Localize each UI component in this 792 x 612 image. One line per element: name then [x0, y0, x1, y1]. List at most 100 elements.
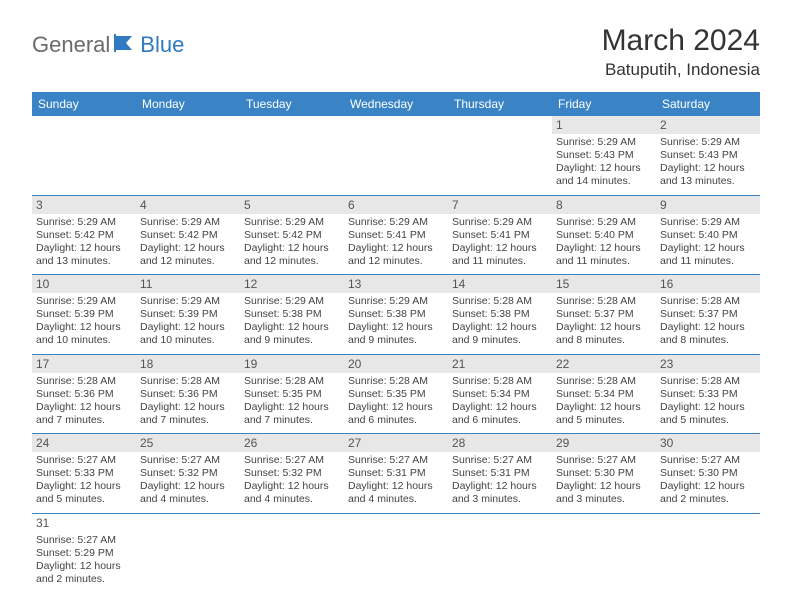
calendar-cell: 10Sunrise: 5:29 AMSunset: 5:39 PMDayligh… — [32, 275, 136, 355]
calendar-cell: 19Sunrise: 5:28 AMSunset: 5:35 PMDayligh… — [240, 354, 344, 434]
calendar-cell: 28Sunrise: 5:27 AMSunset: 5:31 PMDayligh… — [448, 434, 552, 514]
calendar-cell: 2 Sunrise: 5:29 AMSunset: 5:43 PMDaylight… — [656, 116, 760, 195]
day-details: Sunrise: 5:29 AMSunset: 5:42 PMDaylight:… — [36, 216, 132, 269]
calendar-row: 24 Sunrise: 5:27 AMSunset: 5:33 PMDayligh… — [32, 434, 760, 514]
calendar-table: SundayMondayTuesdayWednesdayThursdayFrid… — [32, 92, 760, 592]
day-details: Sunrise: 5:27 AMSunset: 5:32 PMDaylight:… — [244, 454, 340, 507]
day-number: 20 — [344, 355, 448, 373]
flag-icon — [114, 34, 136, 57]
dayname-tuesday: Tuesday — [240, 92, 344, 116]
day-details: Sunrise: 5:29 AMSunset: 5:38 PMDaylight:… — [244, 295, 340, 348]
calendar-cell: 11 Sunrise: 5:29 AMSunset: 5:39 PMDayligh… — [136, 275, 240, 355]
calendar-cell: 1Sunrise: 5:29 AMSunset: 5:43 PMDaylight… — [552, 116, 656, 195]
calendar-cell: 15 Sunrise: 5:28 AMSunset: 5:37 PMDayligh… — [552, 275, 656, 355]
calendar-cell-empty — [448, 513, 552, 592]
calendar-cell: 22 Sunrise: 5:28 AMSunset: 5:34 PMDayligh… — [552, 354, 656, 434]
day-number: 29 — [552, 434, 656, 452]
day-number: 18 — [136, 355, 240, 373]
calendar-cell-empty — [656, 513, 760, 592]
title-block: March 2024 Batuputih, Indonesia — [602, 24, 760, 80]
calendar-cell-empty — [344, 116, 448, 195]
dayname-friday: Friday — [552, 92, 656, 116]
calendar-cell-empty — [136, 513, 240, 592]
day-number: 13 — [344, 275, 448, 293]
calendar-row: 17Sunrise: 5:28 AMSunset: 5:36 PMDayligh… — [32, 354, 760, 434]
day-number: 9 — [656, 196, 760, 214]
calendar-cell-empty — [32, 116, 136, 195]
dayname-monday: Monday — [136, 92, 240, 116]
calendar-cell-empty — [448, 116, 552, 195]
calendar-cell: 17 Sunrise: 5:28 AMSunset: 5:36 PMDayligh… — [32, 354, 136, 434]
day-number: 5 — [240, 196, 344, 214]
logo-text-blue: Blue — [140, 32, 184, 58]
day-details: Sunrise: 5:27 AMSunset: 5:31 PMDaylight:… — [452, 454, 548, 507]
day-details: Sunrise: 5:27 AMSunset: 5:29 PMDaylight:… — [36, 534, 132, 587]
calendar-cell: 18 Sunrise: 5:28 AMSunset: 5:36 PMDayligh… — [136, 354, 240, 434]
day-details: Sunrise: 5:28 AMSunset: 5:36 PMDaylight:… — [140, 375, 236, 428]
day-details: Sunrise: 5:28 AMSunset: 5:37 PMDaylight:… — [660, 295, 756, 348]
calendar-cell: 9Sunrise: 5:29 AMSunset: 5:40 PMDaylight… — [656, 195, 760, 275]
day-details: Sunrise: 5:27 AMSunset: 5:31 PMDaylight:… — [348, 454, 444, 507]
calendar-cell: 21Sunrise: 5:28 AMSunset: 5:34 PMDayligh… — [448, 354, 552, 434]
day-details: Sunrise: 5:27 AMSunset: 5:32 PMDaylight:… — [140, 454, 236, 507]
calendar-row: 31 Sunrise: 5:27 AMSunset: 5:29 PMDayligh… — [32, 513, 760, 592]
day-details: Sunrise: 5:28 AMSunset: 5:33 PMDaylight:… — [660, 375, 756, 428]
calendar-cell-empty — [552, 513, 656, 592]
calendar-cell-empty — [344, 513, 448, 592]
calendar-cell: 23Sunrise: 5:28 AMSunset: 5:33 PMDayligh… — [656, 354, 760, 434]
calendar-cell: 13Sunrise: 5:29 AMSunset: 5:38 PMDayligh… — [344, 275, 448, 355]
day-details: Sunrise: 5:27 AMSunset: 5:33 PMDaylight:… — [36, 454, 132, 507]
header: General Blue March 2024 Batuputih, Indon… — [32, 24, 760, 80]
location-label: Batuputih, Indonesia — [602, 60, 760, 80]
day-details: Sunrise: 5:28 AMSunset: 5:34 PMDaylight:… — [556, 375, 652, 428]
calendar-cell: 12 Sunrise: 5:29 AMSunset: 5:38 PMDayligh… — [240, 275, 344, 355]
calendar-cell-empty — [136, 116, 240, 195]
calendar-cell: 25 Sunrise: 5:27 AMSunset: 5:32 PMDayligh… — [136, 434, 240, 514]
day-details: Sunrise: 5:28 AMSunset: 5:36 PMDaylight:… — [36, 375, 132, 428]
calendar-cell: 31 Sunrise: 5:27 AMSunset: 5:29 PMDayligh… — [32, 513, 136, 592]
day-number: 25 — [136, 434, 240, 452]
day-details: Sunrise: 5:29 AMSunset: 5:41 PMDaylight:… — [348, 216, 444, 269]
day-number: 17 — [32, 355, 136, 373]
calendar-cell: 27 Sunrise: 5:27 AMSunset: 5:31 PMDayligh… — [344, 434, 448, 514]
calendar-cell-empty — [240, 116, 344, 195]
calendar-cell: 4Sunrise: 5:29 AMSunset: 5:42 PMDaylight… — [136, 195, 240, 275]
logo-text-general: General — [32, 32, 110, 58]
day-number: 27 — [344, 434, 448, 452]
day-number: 31 — [32, 514, 136, 532]
day-number: 3 — [32, 196, 136, 214]
day-details: Sunrise: 5:27 AMSunset: 5:30 PMDaylight:… — [660, 454, 756, 507]
day-details: Sunrise: 5:29 AMSunset: 5:41 PMDaylight:… — [452, 216, 548, 269]
day-number: 6 — [344, 196, 448, 214]
day-number: 26 — [240, 434, 344, 452]
day-details: Sunrise: 5:29 AMSunset: 5:42 PMDaylight:… — [244, 216, 340, 269]
calendar-row: 1Sunrise: 5:29 AMSunset: 5:43 PMDaylight… — [32, 116, 760, 195]
day-number: 10 — [32, 275, 136, 293]
calendar-cell: 26 Sunrise: 5:27 AMSunset: 5:32 PMDayligh… — [240, 434, 344, 514]
day-number: 14 — [448, 275, 552, 293]
day-number: 7 — [448, 196, 552, 214]
day-details: Sunrise: 5:28 AMSunset: 5:37 PMDaylight:… — [556, 295, 652, 348]
calendar-row: 10Sunrise: 5:29 AMSunset: 5:39 PMDayligh… — [32, 275, 760, 355]
calendar-cell: 20 Sunrise: 5:28 AMSunset: 5:35 PMDayligh… — [344, 354, 448, 434]
day-number: 21 — [448, 355, 552, 373]
calendar-cell: 30 Sunrise: 5:27 AMSunset: 5:30 PMDayligh… — [656, 434, 760, 514]
logo: General Blue — [32, 32, 184, 58]
day-number: 15 — [552, 275, 656, 293]
day-number: 12 — [240, 275, 344, 293]
day-number: 24 — [32, 434, 136, 452]
day-number: 22 — [552, 355, 656, 373]
day-number: 11 — [136, 275, 240, 293]
day-details: Sunrise: 5:29 AMSunset: 5:39 PMDaylight:… — [140, 295, 236, 348]
day-number: 19 — [240, 355, 344, 373]
day-number: 8 — [552, 196, 656, 214]
day-details: Sunrise: 5:29 AMSunset: 5:43 PMDaylight:… — [660, 136, 756, 189]
dayname-saturday: Saturday — [656, 92, 760, 116]
day-details: Sunrise: 5:28 AMSunset: 5:35 PMDaylight:… — [348, 375, 444, 428]
day-number: 30 — [656, 434, 760, 452]
calendar-cell: 29Sunrise: 5:27 AMSunset: 5:30 PMDayligh… — [552, 434, 656, 514]
calendar-cell: 3 Sunrise: 5:29 AMSunset: 5:42 PMDaylight… — [32, 195, 136, 275]
day-number: 2 — [656, 116, 760, 134]
month-title: March 2024 — [602, 24, 760, 58]
calendar-header-row: SundayMondayTuesdayWednesdayThursdayFrid… — [32, 92, 760, 116]
